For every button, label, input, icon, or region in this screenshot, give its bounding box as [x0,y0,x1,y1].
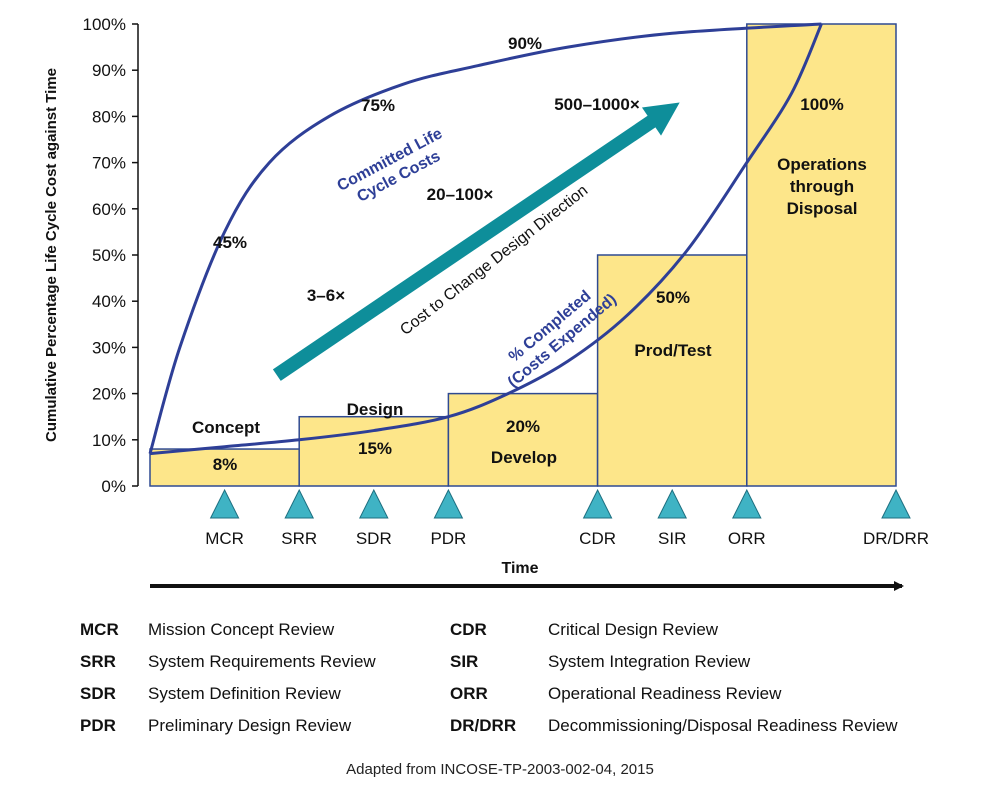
phase-name-label: Disposal [787,199,858,218]
cost-multiplier-annotation: 20–100× [427,185,494,204]
cost-to-change-arrow-shape [272,102,680,381]
milestone-label: PDR [430,529,466,548]
milestone-marker-srr [284,488,315,519]
milestone-marker-sdr [358,488,389,519]
phase-name-label: Operations [777,155,867,174]
completed-cost-curve [149,23,823,456]
milestone-marker-sir [657,488,688,519]
milestone-label: CDR [579,529,616,548]
phase-name-label: Prod/Test [634,341,711,360]
legend-abbreviation: MCR [80,620,119,639]
y-tick-label: 10% [92,431,126,450]
phase-bar-design [298,415,450,487]
phase-bar-prod-test [596,254,748,487]
committed-annotation: 90% [508,34,542,53]
legend-description: Mission Concept Review [148,620,335,639]
milestone-label: MCR [205,529,244,548]
y-tick-label: 100% [83,15,126,34]
x-axis-title: Time [501,560,538,577]
phase-value-label: 8% [213,455,238,474]
milestone-label: SIR [658,529,686,548]
milestone-marker-pdr [433,488,464,519]
phase-value-label: 20% [506,417,540,436]
y-tick-label: 0% [101,477,126,496]
milestone-label: DR/DRR [863,529,929,548]
milestone-marker-mcr [209,488,240,519]
legend-description: Preliminary Design Review [148,716,352,735]
phase-name-label: Concept [192,418,260,437]
phase-bar-concept [149,448,300,487]
phase-value-label: 15% [358,439,392,458]
y-tick-label: 50% [92,246,126,265]
cost-curves [148,22,823,456]
legend-abbreviation: PDR [80,716,116,735]
cost-to-change-arrow [272,102,680,381]
phase-value-label: 50% [656,288,690,307]
y-tick-label: 20% [92,385,126,404]
committed-annotation: 45% [213,233,247,252]
committed-cost-curve [148,22,822,455]
milestone-marker-orr [731,488,762,519]
y-tick-label: 30% [92,338,126,357]
legend-description: Critical Design Review [548,620,719,639]
legend-abbreviation: SIR [450,652,479,671]
milestone-label: ORR [728,529,766,548]
milestone-label: SRR [281,529,317,548]
legend-abbreviation: DR/DRR [450,716,517,735]
milestone-marker-dr-drr [881,488,911,519]
legend-description: System Definition Review [148,684,341,703]
y-tick-label: 60% [92,200,126,219]
y-axis-title: Cumulative Percentage Life Cycle Cost ag… [43,68,60,442]
phase-name-label: through [790,177,854,196]
source-citation: Adapted from INCOSE-TP-2003-002-04, 2015 [346,761,654,778]
milestones: MCR SRR SDR PDR CDR SIR ORR DR/DRR [205,488,929,548]
legend-description: System Requirements Review [148,652,376,671]
y-tick-label: 80% [92,107,126,126]
phase-bar-develop [447,392,599,487]
y-tick-label: 90% [92,61,126,80]
committed-annotation: 75% [361,96,395,115]
legend-abbreviation: ORR [450,684,488,703]
y-tick-label: 70% [92,154,126,173]
phase-bar-operations-through-disposal [746,23,897,487]
phase-bars [149,23,897,487]
cost-multiplier-annotation: 3–6× [307,286,345,305]
phase-value-label: 100% [800,95,843,114]
phase-name-label: Develop [491,448,557,467]
legend-abbreviation: SRR [80,652,116,671]
life-cycle-cost-chart: 0% 10% 20% 30% 40% 50% 60% 70% 80% 90% 100% 8% Conc… [43,15,929,591]
legend-description: System Integration Review [548,652,751,671]
legend-description: Operational Readiness Review [548,684,782,703]
milestone-label: SDR [356,529,392,548]
y-tick-label: 40% [92,292,126,311]
y-axis: 0% 10% 20% 30% 40% 50% 60% 70% 80% 90% 100% [83,15,139,496]
legend-abbreviation: SDR [80,684,116,703]
milestone-marker-cdr [582,488,613,519]
phase-name-label: Design [347,400,404,419]
cost-multiplier-annotation: 500–1000× [554,95,640,114]
legend-description: Decommissioning/Disposal Readiness Revie… [548,716,898,735]
legend-abbreviation: CDR [450,620,487,639]
